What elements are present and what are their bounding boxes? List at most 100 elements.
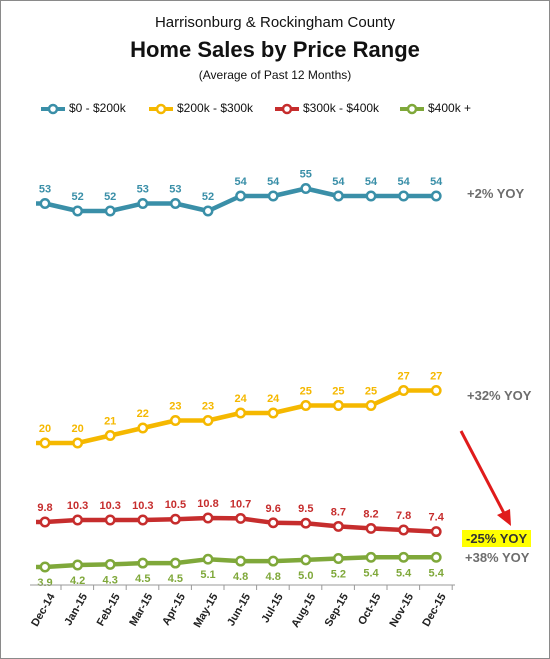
data-label-200k-300k: 27 [397,371,409,383]
data-label-200k-300k: 22 [137,408,149,420]
data-label-0-200k: 52 [202,191,214,203]
legend-label-200k-300k: $200k - $300k [177,101,254,115]
data-label-0-200k: 52 [71,191,83,203]
data-point-200k-300k [235,407,247,419]
data-point-300k-400k [398,524,410,536]
data-label-300k-400k: 7.8 [396,510,411,522]
yoy-label-400k-plus: +38% YOY [465,550,530,565]
x-tick-label: Sep-15 [323,592,351,629]
x-tick-label: Feb-15 [95,592,123,629]
legend-label-300k-400k: $300k - $400k [303,101,380,115]
data-label-200k-300k: 27 [430,371,442,383]
data-point-200k-300k [300,400,312,411]
data-label-200k-300k: 20 [71,423,83,435]
legend-label-0-200k: $0 - $200k [69,101,126,115]
data-label-300k-400k: 10.3 [67,500,88,512]
x-tick-label: Jun-15 [225,592,253,629]
x-tick-label: Mar-15 [127,592,155,629]
data-label-400k-plus: 5.0 [298,570,313,582]
data-point-200k-300k [398,385,410,396]
data-point-200k-300k [104,430,116,441]
data-label-200k-300k: 21 [104,416,116,428]
data-point-300k-400k [332,520,344,532]
data-label-200k-300k: 24 [267,393,280,405]
legend-marker-200k-300k [149,103,173,115]
yoy-label-200k-300k: +32% YOY [467,388,532,403]
series-layer: 53 52 52 53 53 52 54 54 55 54 54 54 54 20 20 21 22 23 23 24… [36,169,445,589]
data-point-200k-300k [267,407,279,419]
data-label-0-200k: 54 [267,176,280,188]
data-label-300k-400k: 8.2 [363,508,378,520]
legend-item-400k-plus: $400k + [399,101,471,116]
data-label-0-200k: 54 [430,176,443,188]
legend-marker-400k-plus [400,103,424,115]
data-label-200k-300k: 24 [234,393,247,405]
data-label-300k-400k: 10.3 [132,500,153,512]
data-point-0-200k [332,190,344,202]
data-point-400k-plus [235,555,247,567]
yoy-label-0-200k: +2% YOY [467,186,525,201]
data-point-400k-plus [72,559,84,571]
data-point-200k-300k [169,415,181,426]
series-300k-400k: 9.8 10.3 10.3 10.3 10.5 10.8 10.7 9.6 9.5 8.7 8.2 7… [36,498,445,538]
data-point-0-200k [398,190,410,202]
x-tick-label: Nov-15 [387,592,416,630]
data-label-0-200k: 55 [300,169,312,181]
data-point-0-200k [137,198,149,209]
data-point-200k-300k [202,415,214,426]
data-point-300k-400k [267,517,279,529]
legend-item-300k-400k: $300k - $400k [274,101,379,116]
data-point-300k-400k [300,517,312,529]
data-point-0-200k [300,183,312,194]
legend-item-0-200k: $0 - $200k [40,101,126,116]
data-label-300k-400k: 9.5 [298,503,313,515]
x-tick-label: Jan-15 [62,592,90,628]
data-label-200k-300k: 25 [365,386,377,398]
data-label-200k-300k: 20 [39,423,51,435]
data-label-0-200k: 53 [169,184,181,196]
data-label-300k-400k: 9.6 [266,503,281,515]
data-label-400k-plus: 4.5 [135,573,150,585]
data-point-400k-plus [267,555,279,567]
data-point-400k-plus [398,551,410,563]
data-point-0-200k [39,198,51,209]
chart-subtitle: (Average of Past 12 Months) [198,68,352,82]
data-label-400k-plus: 4.8 [233,571,248,583]
data-point-200k-300k [137,422,149,434]
data-point-300k-400k [202,512,214,524]
data-label-200k-300k: 25 [300,386,312,398]
trend-arrow-head [497,509,511,526]
data-point-0-200k [169,198,181,209]
data-point-300k-400k [365,522,377,534]
data-label-200k-300k: 23 [169,401,181,413]
data-point-300k-400k [235,512,247,524]
legend-marker-0-200k [41,103,65,115]
data-label-300k-400k: 8.7 [331,506,346,518]
data-point-200k-300k [332,400,344,411]
data-point-200k-300k [39,437,51,449]
data-label-400k-plus: 4.3 [103,574,118,586]
data-label-0-200k: 54 [332,176,345,188]
data-label-300k-400k: 10.8 [197,498,218,510]
data-point-200k-300k [365,400,377,411]
data-point-400k-plus [202,553,214,565]
data-point-0-200k [430,190,442,202]
data-label-400k-plus: 5.4 [363,567,379,579]
data-label-400k-plus: 4.5 [168,573,183,585]
chart-title: Home Sales by Price Range [130,37,420,62]
x-tick-label: Jul-15 [260,592,286,626]
data-label-0-200k: 54 [365,176,378,188]
x-axis: Dec-14 Jan-15 Feb-15 Mar-15 Apr-15 May-15 Jun-… [29,584,455,630]
x-tick-label: Dec-15 [420,592,448,629]
data-label-200k-300k: 23 [202,401,214,413]
data-point-400k-plus [332,553,344,564]
data-point-400k-plus [104,558,116,570]
data-label-0-200k: 54 [397,176,410,188]
data-point-300k-400k [104,514,116,526]
x-tick-label: Dec-14 [29,591,58,629]
x-tick-label: Oct-15 [356,592,384,628]
chart-region-heading: Harrisonburg & Rockingham County [154,14,396,31]
data-point-400k-plus [430,551,442,563]
legend-item-200k-300k: $200k - $300k [148,101,253,116]
